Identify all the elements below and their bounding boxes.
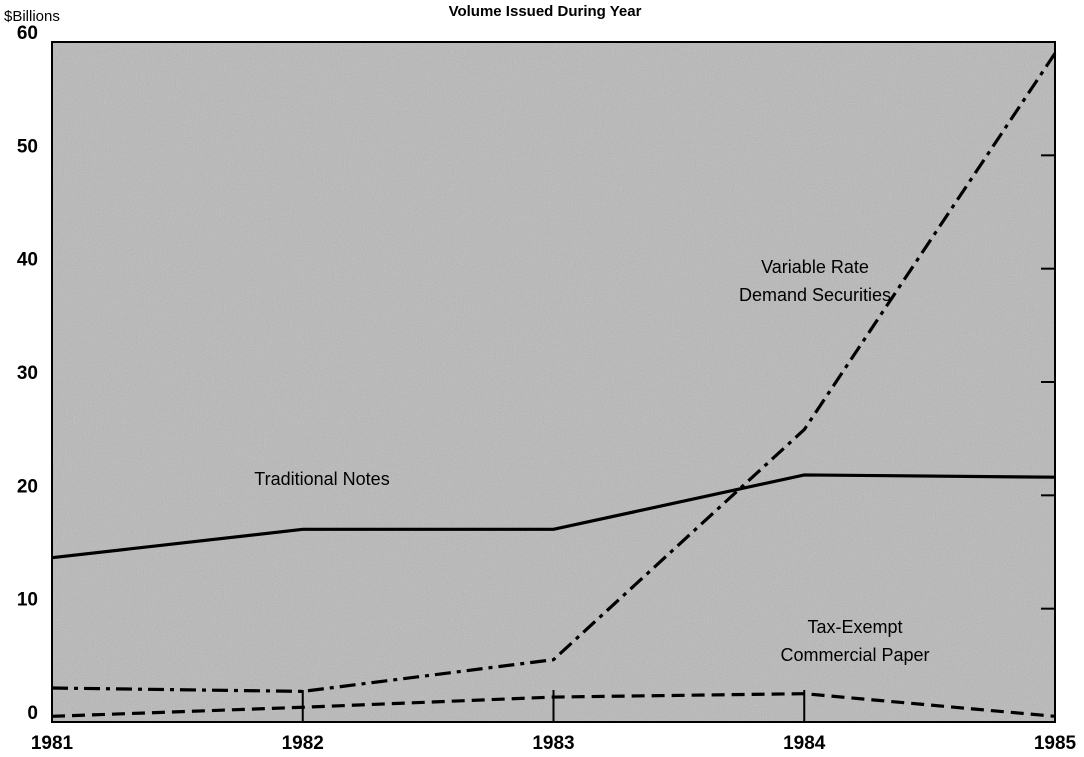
y-tick-label: 10 (17, 590, 38, 611)
series-label: Variable Rate (761, 257, 869, 277)
x-tick-label: 1983 (532, 733, 574, 754)
y-tick-label: 0 (27, 703, 38, 724)
y-tick-label: 30 (17, 363, 38, 384)
x-tick-label: 1982 (282, 733, 324, 754)
series-line (51, 473, 1056, 560)
plot-texture (52, 42, 1055, 722)
x-tick-label: 1985 (1034, 733, 1077, 754)
series-line (51, 692, 1056, 718)
y-tick-label: 50 (17, 136, 38, 157)
y-axis-label: $Billions (4, 8, 60, 25)
series-label: Commercial Paper (780, 645, 929, 665)
x-tick-label: 1984 (783, 733, 826, 754)
y-tick-label: 60 (17, 23, 38, 44)
series-line (51, 52, 1057, 694)
series-label: Traditional Notes (254, 469, 389, 489)
y-tick-label: 20 (17, 476, 38, 497)
y-tick-label: 40 (17, 250, 38, 271)
chart-title: Volume Issued During Year (449, 3, 642, 20)
series-label: Tax-Exempt (807, 617, 902, 637)
x-tick-label: 1981 (31, 733, 74, 754)
series-label: Demand Securities (739, 285, 891, 305)
